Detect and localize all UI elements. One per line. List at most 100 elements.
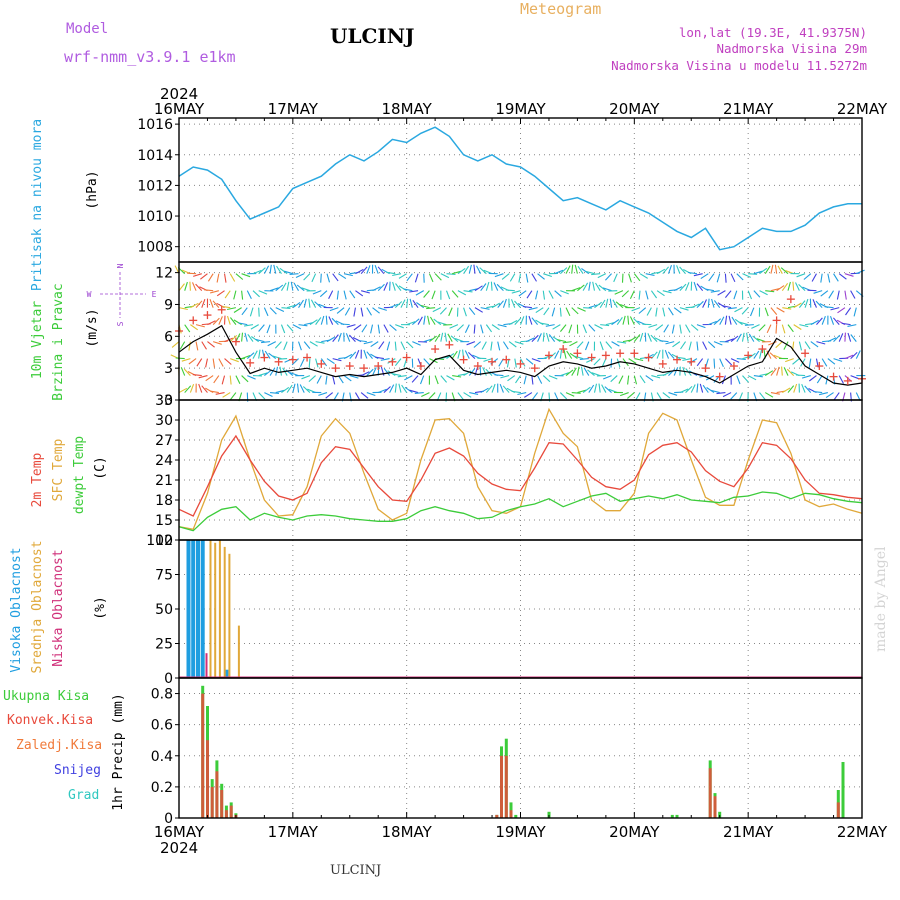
wind-barb bbox=[673, 367, 679, 376]
wind-barb bbox=[289, 372, 299, 377]
wind-barb bbox=[201, 385, 208, 393]
meteogram-title: Meteogram bbox=[520, 0, 601, 18]
wind-barb bbox=[783, 341, 789, 350]
y-tick-label: 1008 bbox=[137, 240, 173, 256]
wind-barb bbox=[500, 375, 510, 379]
wind-barb bbox=[212, 300, 220, 309]
wind-barb bbox=[404, 375, 413, 381]
wind-barb bbox=[662, 266, 670, 275]
wind-barb bbox=[398, 273, 407, 279]
wind-barb bbox=[798, 284, 806, 292]
wind-barb bbox=[593, 358, 601, 366]
precip-bar bbox=[210, 786, 214, 818]
wind-barb bbox=[700, 273, 709, 280]
wind-barb bbox=[434, 333, 441, 342]
wind-barb bbox=[508, 320, 518, 326]
wind-barb bbox=[412, 318, 420, 326]
wind-barb bbox=[724, 315, 728, 325]
wind-barb bbox=[469, 392, 479, 395]
wind-barb bbox=[178, 387, 188, 394]
temp2m-line bbox=[178, 434, 863, 517]
wind-barb bbox=[593, 383, 598, 393]
wind-barb bbox=[258, 349, 261, 359]
wind-barb bbox=[258, 324, 265, 332]
wind-barb bbox=[389, 281, 391, 291]
wind-barb bbox=[310, 299, 317, 308]
wind-barb bbox=[580, 366, 584, 376]
wind-barb bbox=[599, 299, 606, 308]
wind-barb bbox=[419, 375, 425, 385]
wind-barb bbox=[490, 281, 493, 291]
wind-barb bbox=[736, 375, 741, 385]
wind-barb bbox=[613, 273, 618, 283]
wind-barb bbox=[599, 341, 604, 351]
wind-barb bbox=[451, 350, 458, 359]
wind-barb bbox=[247, 333, 254, 342]
wind-barb bbox=[531, 334, 539, 343]
wind-barb bbox=[535, 307, 544, 314]
wind-barb bbox=[394, 358, 402, 367]
wind-barb bbox=[702, 384, 709, 393]
wind-barb bbox=[526, 290, 533, 299]
wind-barb bbox=[496, 283, 504, 292]
wind-barb bbox=[171, 341, 180, 348]
wind-barb bbox=[838, 333, 844, 342]
wind-barb bbox=[838, 273, 847, 280]
wind-barb bbox=[286, 384, 293, 393]
wind-barb bbox=[281, 386, 290, 394]
wind-barb bbox=[247, 375, 256, 380]
wind-barb bbox=[226, 307, 237, 311]
wind-barb bbox=[747, 375, 757, 381]
wind-barb bbox=[727, 307, 737, 310]
wind-barb bbox=[617, 341, 627, 344]
wind-barb bbox=[531, 317, 539, 325]
wind-barb bbox=[730, 335, 739, 343]
lonlat-info: lon,lat (19.3E, 41.9375N) bbox=[679, 25, 867, 40]
wind-barb bbox=[793, 324, 802, 330]
day-label-bottom: 21MAY bbox=[723, 823, 774, 841]
wind-barb bbox=[627, 375, 630, 385]
precip-bar bbox=[547, 811, 551, 818]
wind-barb bbox=[383, 368, 391, 376]
wind-barb bbox=[224, 358, 232, 365]
wind-barb bbox=[610, 358, 613, 368]
wind-barb bbox=[719, 358, 724, 368]
wind-barb bbox=[648, 324, 658, 328]
wind-barb bbox=[792, 358, 800, 365]
wind-barb bbox=[554, 290, 562, 298]
model-name: wrf-nmm_v3.9.1 e1km bbox=[64, 48, 236, 66]
wind-barb bbox=[473, 324, 476, 334]
wind-barb bbox=[377, 266, 385, 275]
wind-barb bbox=[229, 335, 238, 343]
wind-barb bbox=[594, 324, 603, 330]
wind-barb bbox=[569, 341, 578, 347]
wind-barb bbox=[490, 341, 493, 351]
wind-barb bbox=[664, 350, 669, 359]
wind-barb bbox=[463, 290, 473, 293]
wind-barb bbox=[691, 303, 700, 309]
temp2m-ylabel: 2m Temp bbox=[30, 452, 45, 507]
wind-barb bbox=[519, 316, 525, 325]
wind-barb bbox=[328, 290, 334, 299]
wind-barb bbox=[708, 273, 715, 282]
wind-barb bbox=[473, 341, 482, 348]
wind-barb bbox=[241, 290, 244, 300]
wind-barb bbox=[268, 352, 277, 360]
wind-barb bbox=[646, 307, 652, 316]
wind-barb bbox=[724, 290, 732, 298]
wind-barb bbox=[209, 299, 214, 308]
wind-barb bbox=[406, 321, 416, 326]
wind-barb bbox=[344, 307, 351, 316]
wind-barb bbox=[663, 324, 669, 333]
wind-barb bbox=[776, 285, 785, 292]
wind-barb bbox=[633, 334, 641, 342]
wind-barb bbox=[309, 319, 318, 326]
wind-barb bbox=[279, 366, 282, 376]
wind-barb bbox=[611, 319, 620, 326]
wind-barb bbox=[406, 298, 409, 308]
wind-barb bbox=[600, 324, 610, 327]
wind-barb bbox=[563, 349, 567, 359]
wind-barb bbox=[635, 392, 641, 401]
wind-barb bbox=[713, 318, 722, 326]
y-tick-label: 15 bbox=[155, 513, 173, 529]
